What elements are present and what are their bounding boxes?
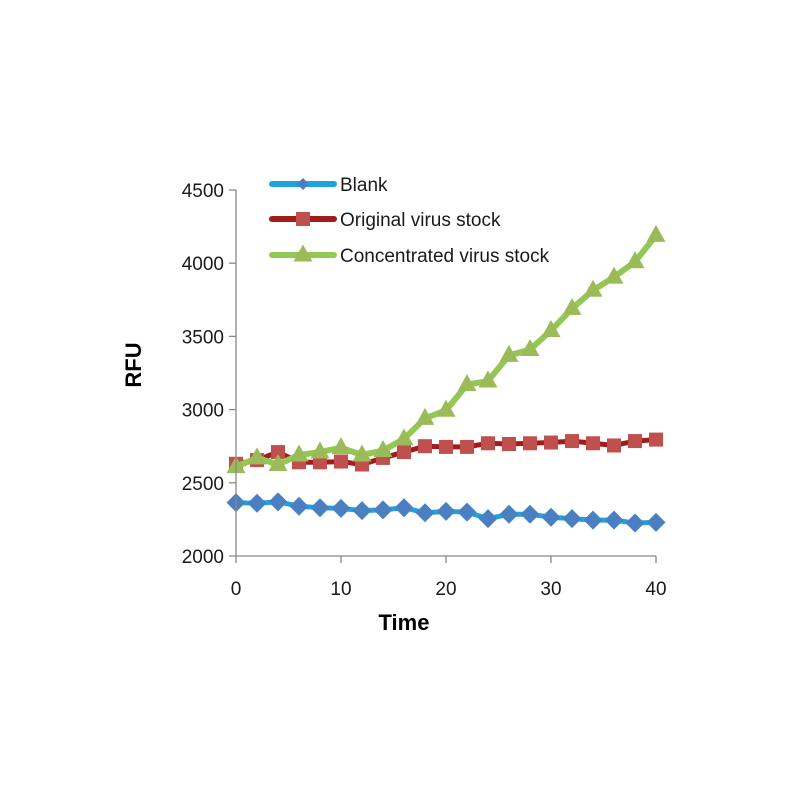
legend-marker: [293, 244, 313, 262]
data-point: [625, 513, 645, 533]
data-point: [331, 498, 351, 518]
data-point: [352, 501, 372, 521]
data-point: [457, 502, 477, 522]
series-concentrated-virus-stock: [226, 224, 666, 474]
y-tick-label: 4500: [182, 181, 224, 202]
data-point: [394, 428, 414, 446]
legend-item: Original virus stock: [269, 210, 501, 231]
data-point: [544, 435, 558, 450]
legend-marker: [296, 212, 310, 226]
data-point: [373, 500, 393, 520]
data-point: [502, 437, 516, 452]
data-point: [565, 434, 579, 449]
data-point: [439, 439, 453, 454]
data-point: [436, 399, 456, 417]
legend: Blank Original virus stock Concentrated vi…: [269, 175, 550, 267]
data-point: [415, 503, 435, 523]
data-point: [310, 498, 330, 518]
data-point: [334, 454, 348, 469]
x-tick-label: 10: [330, 579, 351, 600]
legend-label: Concentrated virus stock: [340, 246, 550, 267]
legend-item: Blank: [269, 175, 388, 196]
data-point: [268, 453, 288, 471]
data-point: [478, 370, 498, 388]
y-tick-label: 2000: [182, 547, 224, 568]
legend-item: Concentrated virus stock: [269, 244, 550, 267]
data-point: [415, 407, 435, 425]
legend-marker: [297, 178, 309, 190]
legend-label: Original virus stock: [340, 210, 501, 231]
data-point: [583, 510, 603, 530]
series-original-virus-stock: [229, 432, 663, 472]
data-point: [310, 441, 330, 459]
data-point: [625, 251, 645, 269]
data-point: [289, 444, 309, 462]
y-axis-title: RFU: [121, 342, 146, 387]
data-point: [331, 437, 351, 455]
x-tick-label: 30: [540, 579, 561, 600]
y-tick-label: 4000: [182, 254, 224, 275]
x-tick-label: 40: [645, 579, 666, 600]
data-point: [604, 266, 624, 284]
data-point: [646, 224, 666, 242]
data-point: [394, 498, 414, 518]
data-point: [352, 444, 372, 462]
data-point: [628, 434, 642, 449]
x-tick-label: 0: [231, 579, 242, 600]
data-point: [436, 501, 456, 521]
data-point: [460, 439, 474, 454]
data-point: [604, 510, 624, 530]
data-point: [373, 440, 393, 458]
data-point: [520, 339, 540, 357]
data-point: [562, 509, 582, 529]
legend-label: Blank: [340, 175, 388, 196]
data-point: [397, 445, 411, 460]
axes: 2000 2500 3000 3500 4000 4500 0 10 20 30 40: [182, 181, 667, 600]
data-point: [523, 436, 537, 451]
y-tick-label: 3500: [182, 327, 224, 348]
data-point: [478, 509, 498, 529]
data-point: [646, 512, 666, 532]
y-tick-label: 2500: [182, 474, 224, 495]
plot-series: [226, 224, 666, 533]
data-point: [541, 507, 561, 527]
x-tick-label: 20: [435, 579, 456, 600]
data-point: [520, 504, 540, 524]
data-point: [541, 320, 561, 338]
data-point: [499, 504, 519, 524]
data-point: [247, 447, 267, 465]
data-point: [481, 436, 495, 451]
x-axis-title: Time: [379, 610, 430, 635]
series-blank: [226, 492, 666, 533]
data-point: [649, 432, 663, 447]
data-point: [586, 436, 600, 451]
y-tick-label: 3000: [182, 401, 224, 422]
data-point: [457, 374, 477, 392]
data-point: [583, 279, 603, 297]
data-point: [289, 496, 309, 516]
data-point: [313, 455, 327, 470]
data-point: [271, 445, 285, 460]
data-point: [499, 344, 519, 362]
data-point: [268, 492, 288, 512]
data-point: [607, 438, 621, 453]
data-point: [562, 298, 582, 316]
series-line: [233, 232, 659, 470]
data-point: [247, 493, 267, 513]
data-point: [418, 439, 432, 454]
